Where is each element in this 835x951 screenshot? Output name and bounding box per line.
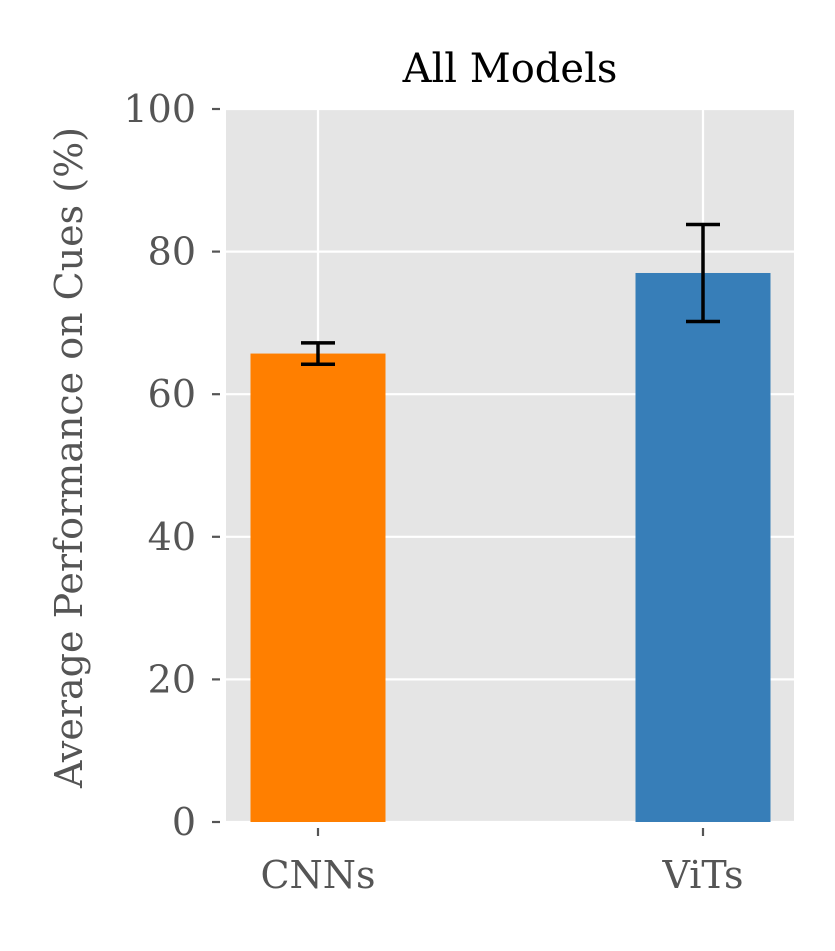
y-tick-label: 60 (148, 372, 196, 416)
error-bar-cnns (301, 341, 335, 367)
x-tick-label-cnns: CNNs (260, 853, 375, 897)
chart-title: All Models (402, 46, 618, 92)
y-axis-label: Average Performance on Cues (%) (47, 127, 91, 789)
bar-vits (635, 272, 771, 822)
y-axis: 0 20 40 60 80 100 (123, 87, 220, 844)
bar-cnns (250, 353, 386, 822)
x-tick-label-vits: ViTs (661, 853, 743, 897)
y-tick-label: 80 (148, 230, 196, 274)
bars (250, 272, 771, 822)
error-bar-vits (686, 222, 720, 324)
y-tick-label: 100 (123, 87, 196, 131)
x-axis: CNNs ViTs (260, 828, 744, 897)
y-tick-label: 0 (172, 800, 196, 844)
error-bars (301, 222, 720, 367)
y-tick-label: 40 (148, 515, 196, 559)
y-tick-label: 20 (148, 657, 196, 701)
